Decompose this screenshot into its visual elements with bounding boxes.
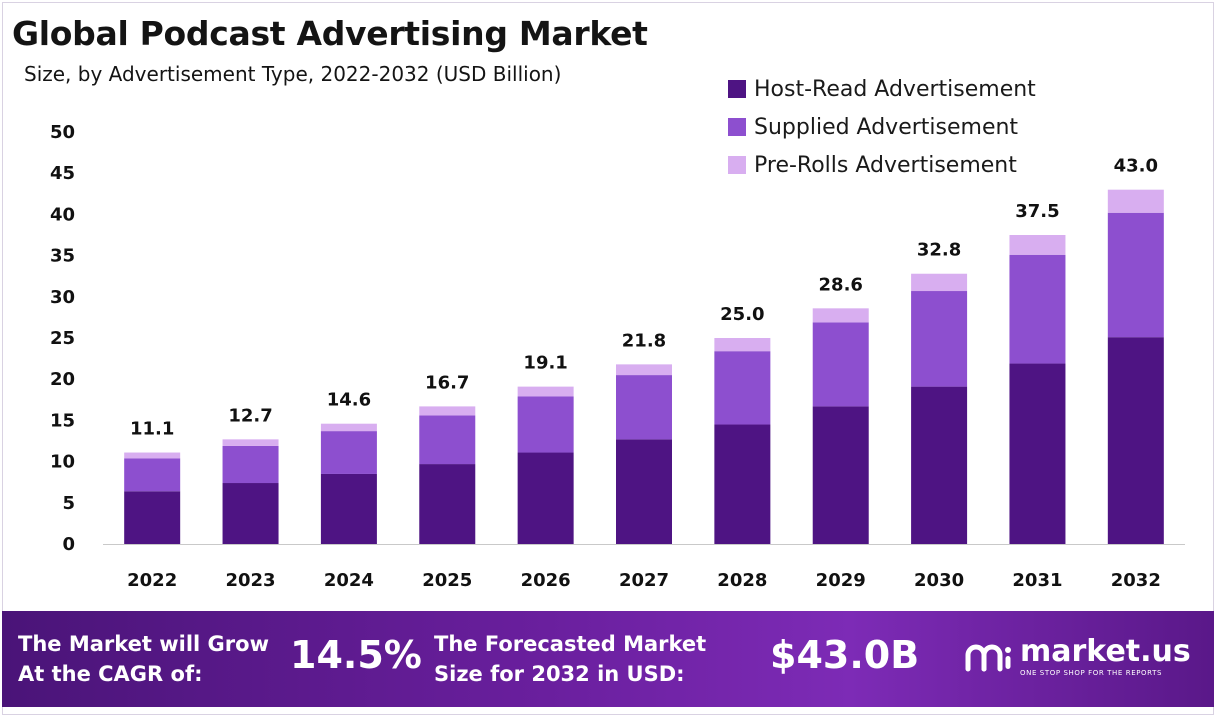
bar-total-label-2029: 28.6 [819, 274, 863, 295]
brand-logo[interactable]: market.us ONE STOP SHOP FOR THE REPORTS [964, 637, 1191, 677]
bar-total-label-2023: 12.7 [228, 405, 272, 426]
cagr-value: 14.5% [290, 633, 422, 677]
x-tick-label-2022: 2022 [127, 570, 177, 591]
summary-footer: The Market will Grow At the CAGR of: 14.… [2, 611, 1214, 707]
bar-segment-pre-rolls-2029 [812, 308, 869, 323]
x-tick-label-2028: 2028 [717, 570, 767, 591]
legend-label-host-read: Host-Read Advertisement [754, 76, 1036, 102]
legend-swatch-pre-rolls [728, 156, 746, 174]
legend-item-host-read: Host-Read Advertisement [728, 70, 1036, 108]
y-tick-label: 10 [50, 452, 75, 473]
bar-segment-supplied-2025 [419, 415, 476, 465]
y-tick-label: 40 [50, 204, 75, 225]
bar-segment-supplied-2024 [320, 431, 377, 474]
chart-title: Global Podcast Advertising Market [12, 14, 648, 53]
bar-segment-supplied-2027 [616, 375, 672, 440]
y-tick-label: 45 [50, 163, 75, 184]
cagr-caption: The Market will Grow At the CAGR of: [18, 629, 269, 689]
bar-segment-supplied-2022 [124, 458, 181, 492]
bar-segment-host-read-2028 [714, 424, 771, 544]
bar-segment-supplied-2029 [812, 322, 869, 407]
x-tick-label-2032: 2032 [1111, 570, 1161, 591]
y-tick-label: 0 [62, 534, 75, 555]
bar-segment-pre-rolls-2024 [320, 423, 377, 432]
bar-total-label-2032: 43.0 [1114, 156, 1158, 177]
bar-segment-pre-rolls-2023 [222, 439, 279, 446]
bar-segment-pre-rolls-2026 [517, 386, 574, 397]
bar-segment-pre-rolls-2032 [1107, 189, 1164, 213]
bar-segment-host-read-2029 [812, 406, 869, 544]
chart-legend: Host-Read Advertisement Supplied Adverti… [728, 70, 1036, 184]
bar-total-label-2022: 11.1 [130, 419, 174, 440]
y-tick-label: 20 [50, 369, 75, 390]
bar-segment-supplied-2032 [1107, 212, 1164, 338]
brand-name: market.us [1020, 634, 1191, 669]
bar-segment-supplied-2030 [911, 291, 968, 387]
bar-segment-supplied-2031 [1009, 254, 1066, 364]
forecast-caption-line2: Size for 2032 in USD: [434, 662, 685, 686]
forecast-caption: The Forecasted Market Size for 2032 in U… [434, 629, 706, 689]
bar-segment-supplied-2026 [517, 396, 574, 453]
x-tick-label-2026: 2026 [521, 570, 571, 591]
bar-segment-pre-rolls-2031 [1009, 235, 1066, 255]
bar-segment-pre-rolls-2022 [124, 452, 181, 459]
forecast-caption-line1: The Forecasted Market [434, 632, 707, 656]
bar-total-label-2030: 32.8 [917, 240, 961, 261]
chart-subtitle: Size, by Advertisement Type, 2022-2032 (… [24, 62, 562, 86]
legend-item-supplied: Supplied Advertisement [728, 108, 1036, 146]
bar-segment-host-read-2031 [1009, 363, 1066, 544]
legend-label-supplied: Supplied Advertisement [754, 114, 1019, 140]
x-tick-label-2031: 2031 [1012, 570, 1062, 591]
x-tick-label-2029: 2029 [816, 570, 866, 591]
x-tick-label-2023: 2023 [225, 570, 275, 591]
bar-segment-host-read-2026 [517, 452, 574, 544]
x-tick-label-2025: 2025 [422, 570, 472, 591]
bar-total-label-2025: 16.7 [425, 372, 469, 393]
x-tick-label-2027: 2027 [619, 570, 669, 591]
bar-segment-host-read-2027 [616, 439, 672, 544]
cagr-caption-line1: The Market will Grow [18, 632, 269, 656]
bar-total-label-2024: 14.6 [327, 390, 371, 411]
y-tick-label: 5 [62, 493, 75, 514]
bar-segment-host-read-2022 [124, 491, 181, 544]
bar-segment-host-read-2023 [222, 483, 279, 544]
bar-segment-pre-rolls-2028 [714, 338, 771, 352]
bar-segment-supplied-2028 [714, 351, 771, 425]
y-tick-label: 35 [50, 246, 75, 267]
y-tick-label: 15 [50, 410, 75, 431]
bar-total-label-2028: 25.0 [720, 304, 764, 325]
bar-total-label-2027: 21.8 [622, 330, 666, 351]
bar-segment-supplied-2023 [222, 445, 279, 484]
legend-item-pre-rolls: Pre-Rolls Advertisement [728, 146, 1036, 184]
x-tick-label-2024: 2024 [324, 570, 374, 591]
market-us-logo-icon [965, 644, 1011, 672]
bar-total-label-2031: 37.5 [1015, 201, 1059, 222]
bar-segment-pre-rolls-2025 [419, 406, 476, 416]
y-tick-label: 50 [50, 122, 75, 143]
x-tick-label-2030: 2030 [914, 570, 964, 591]
bar-segment-host-read-2030 [911, 386, 968, 544]
forecast-value: $43.0B [770, 633, 920, 677]
bar-segment-pre-rolls-2027 [616, 364, 672, 376]
y-tick-label: 25 [50, 328, 75, 349]
stacked-bar-chart: 0510152025303540455011.1202212.7202314.6… [50, 122, 1185, 591]
bar-segment-host-read-2025 [419, 464, 476, 544]
brand-tagline: ONE STOP SHOP FOR THE REPORTS [1020, 669, 1163, 677]
bar-segment-pre-rolls-2030 [911, 273, 968, 292]
cagr-caption-line2: At the CAGR of: [18, 662, 203, 686]
legend-swatch-host-read [728, 80, 746, 98]
bar-total-label-2026: 19.1 [523, 353, 567, 374]
y-tick-label: 30 [50, 287, 75, 308]
bar-segment-host-read-2032 [1107, 337, 1164, 544]
bar-segment-host-read-2024 [320, 473, 377, 544]
legend-swatch-supplied [728, 118, 746, 136]
legend-label-pre-rolls: Pre-Rolls Advertisement [754, 152, 1017, 178]
